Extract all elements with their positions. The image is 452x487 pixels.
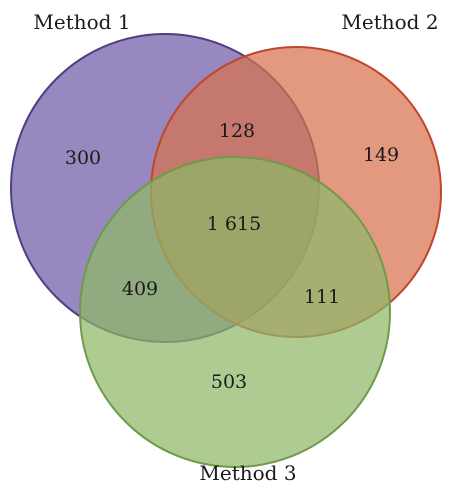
region-count-only-method-2: 149 bbox=[363, 144, 399, 166]
region-count-method-1-and-3: 409 bbox=[122, 278, 158, 300]
region-count-method-2-and-3: 111 bbox=[304, 286, 340, 308]
region-count-only-method-3: 503 bbox=[211, 371, 247, 393]
method-3-circle bbox=[79, 156, 391, 468]
region-count-all-methods: 1 615 bbox=[207, 213, 261, 235]
method-2-label: Method 2 bbox=[341, 10, 438, 34]
region-count-only-method-1: 300 bbox=[65, 147, 101, 169]
method-1-label: Method 1 bbox=[33, 10, 130, 34]
method-3-label: Method 3 bbox=[199, 461, 296, 485]
region-count-method-1-and-2: 128 bbox=[219, 120, 255, 142]
